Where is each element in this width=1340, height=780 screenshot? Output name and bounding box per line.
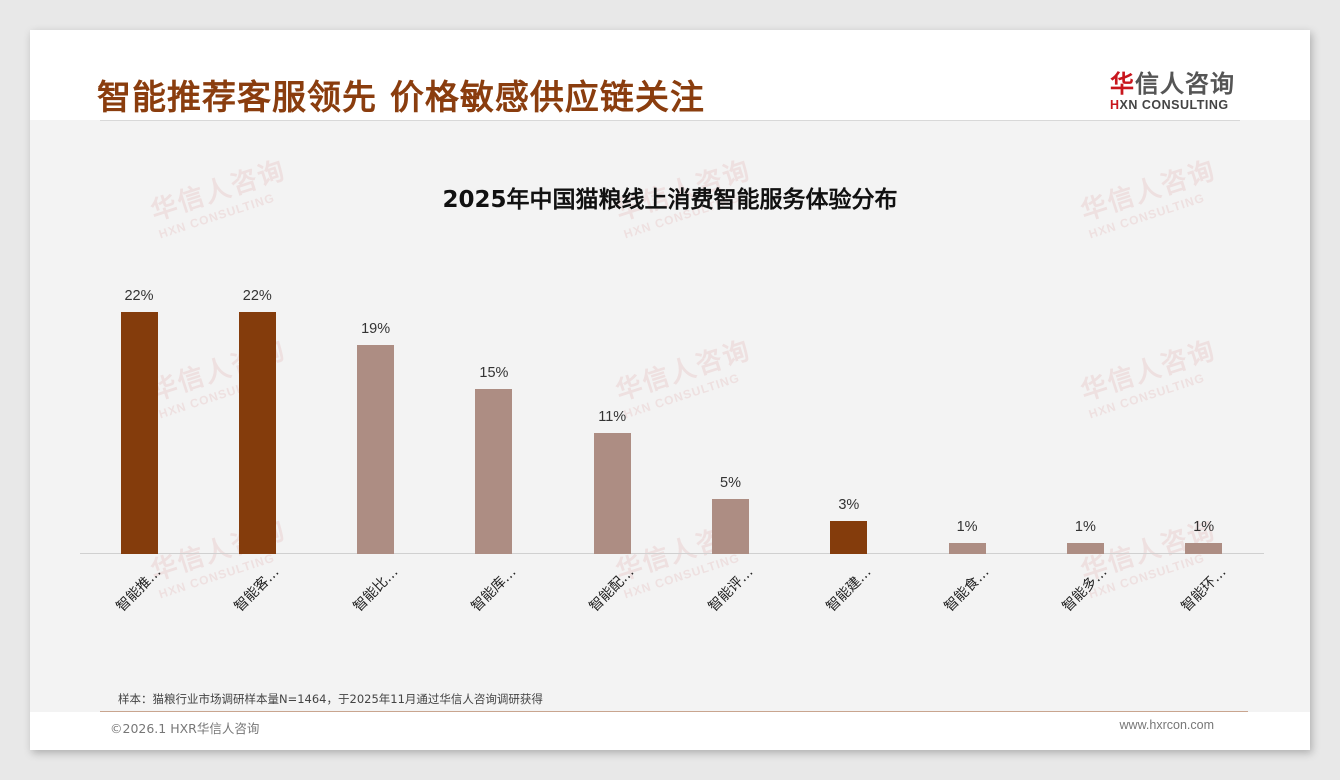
footer-band xyxy=(30,712,1310,750)
sample-note: 样本：猫粮行业市场调研样本量N=1464，于2025年11月通过华信人咨询调研获… xyxy=(118,692,543,706)
page-title: 智能推荐客服领先 价格敏感供应链关注 xyxy=(97,78,705,118)
x-axis-label: 智能环… xyxy=(1178,564,1230,616)
bar-value-label: 11% xyxy=(598,409,627,425)
x-axis-label: 智能建… xyxy=(823,564,875,616)
chart-title: 2025年中国猫粮线上消费智能服务体验分布 xyxy=(442,187,898,213)
bar xyxy=(593,433,631,554)
bar xyxy=(475,389,513,554)
bar xyxy=(948,543,986,554)
x-axis-label: 智能库… xyxy=(468,564,520,616)
logo-chinese: 华信人咨询 xyxy=(1110,64,1240,99)
bar-value-label: 3% xyxy=(838,497,860,513)
logo-text: 信人咨询 xyxy=(1135,70,1235,98)
copyright: ©2026.1 HXR华信人咨询 xyxy=(110,721,260,736)
x-axis-label: 智能食… xyxy=(941,564,993,616)
bar-chart: 22% 22% 19% 15% 11% 5% 3% 1% 1% 1% xyxy=(80,230,1264,554)
bar xyxy=(1185,543,1223,554)
bar-value-label: 19% xyxy=(361,321,391,337)
header-band xyxy=(30,30,1310,120)
logo-english: HXN CONSULTING xyxy=(1110,98,1240,112)
x-axis-label: 智能评… xyxy=(705,564,756,616)
bar-value-label: 22% xyxy=(242,288,272,304)
bar-value-label: 1% xyxy=(1193,519,1215,535)
bar xyxy=(357,345,395,554)
bar xyxy=(238,312,276,554)
x-axis-label: 智能客… xyxy=(231,564,283,616)
x-axis-line xyxy=(80,553,1264,554)
logo-en-text: XN CONSULTING xyxy=(1119,98,1229,112)
logo: 华信人咨询 HXN CONSULTING xyxy=(1110,64,1240,112)
bar-value-label: 1% xyxy=(1074,519,1096,535)
bar-value-label: 5% xyxy=(720,475,741,491)
bar xyxy=(1066,543,1104,554)
x-axis-label: 智能配… xyxy=(586,564,638,616)
bar xyxy=(712,499,749,554)
bar-value-label: 1% xyxy=(956,519,978,535)
footer-divider xyxy=(100,711,1248,712)
slide: 智能推荐客服领先 价格敏感供应链关注 华信人咨询 HXN CONSULTING … xyxy=(30,30,1310,750)
header-divider xyxy=(100,120,1240,121)
bar xyxy=(120,312,158,554)
x-axis-label: 智能推… xyxy=(113,564,165,616)
bar xyxy=(830,521,868,554)
bar-value-label: 22% xyxy=(124,288,154,304)
website-link[interactable]: www.hxrcon.com xyxy=(1119,718,1214,732)
bar-value-label: 15% xyxy=(479,365,509,381)
x-axis-label: 智能多… xyxy=(1059,564,1111,616)
logo-mark: 华 xyxy=(1110,70,1135,98)
logo-en-mark: H xyxy=(1110,98,1120,112)
x-axis-label: 智能比… xyxy=(350,564,402,616)
